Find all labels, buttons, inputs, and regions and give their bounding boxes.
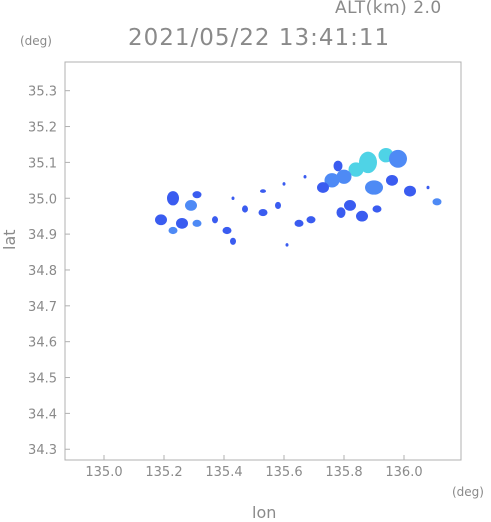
echo-cell [192, 191, 202, 199]
echo-cell [185, 200, 197, 211]
plot-frame [64, 61, 462, 461]
echo-cell [303, 174, 307, 179]
x-tick-label: 135.6 [265, 465, 302, 480]
y-tick-label: 34.8 [28, 264, 57, 279]
y-tick-label: 35.0 [28, 192, 57, 207]
y-tick-label: 34.9 [28, 228, 57, 243]
y-tick-label: 35.2 [28, 121, 57, 136]
echo-cell [260, 189, 266, 193]
echo-cell [336, 169, 352, 184]
x-tick-label: 135.2 [145, 465, 182, 480]
echo-cell [365, 180, 383, 195]
echo-cell [336, 207, 346, 218]
x-tick-label: 136.0 [385, 465, 422, 480]
y-tick-label: 34.7 [28, 300, 57, 315]
x-unit-label: (deg) [452, 485, 484, 499]
echo-cell [285, 243, 289, 247]
echo-cell [432, 198, 442, 206]
echo-cell [404, 185, 416, 197]
y-tick-label: 35.3 [28, 85, 57, 100]
x-tick-label: 135.8 [325, 465, 362, 480]
echo-cell [356, 210, 368, 222]
echo-cell [359, 151, 377, 174]
altitude-label: ALT(km) 2.0 [335, 0, 442, 18]
echo-cell [333, 160, 343, 172]
echo-cell [222, 226, 232, 235]
echo-cell [192, 219, 202, 227]
echo-cell [231, 196, 235, 201]
echo-cell [168, 226, 178, 235]
tick-layer: 135.0 135.2 135.4 135.6 135.8 136.0 35.3 35.2 35… [28, 85, 423, 480]
echo-cell [242, 205, 248, 213]
echo-cell [426, 185, 430, 190]
echo-cell [372, 205, 382, 213]
echo-cell [348, 162, 364, 177]
y-unit-label: (deg) [20, 34, 52, 48]
echo-cell [230, 237, 236, 245]
y-tick-label: 34.3 [28, 443, 57, 458]
echo-cell [389, 149, 407, 168]
x-axis-title: lon [252, 503, 277, 522]
echo-cell [294, 219, 304, 227]
echo-cell [167, 191, 179, 206]
echo-cell [386, 174, 398, 186]
x-tick-label: 135.4 [205, 465, 242, 480]
echo-cell [176, 217, 188, 229]
echo-cell [275, 201, 281, 210]
timestamp-title: 2021/05/22 13:41:11 [128, 25, 391, 51]
echo-cell [306, 216, 316, 224]
y-tick-label: 34.6 [28, 336, 57, 351]
echo-cell [258, 209, 268, 217]
echo-layer [155, 148, 442, 247]
echo-cell [317, 182, 329, 193]
echo-cell [344, 200, 356, 211]
y-tick-label: 35.1 [28, 156, 57, 171]
echo-cell [282, 182, 286, 186]
echo-cell [155, 214, 167, 226]
x-tick-label: 135.0 [85, 465, 122, 480]
y-tick-label: 34.5 [28, 372, 57, 387]
echo-cell [212, 216, 218, 224]
y-tick-label: 34.4 [28, 407, 57, 422]
echo-cell [324, 173, 340, 188]
